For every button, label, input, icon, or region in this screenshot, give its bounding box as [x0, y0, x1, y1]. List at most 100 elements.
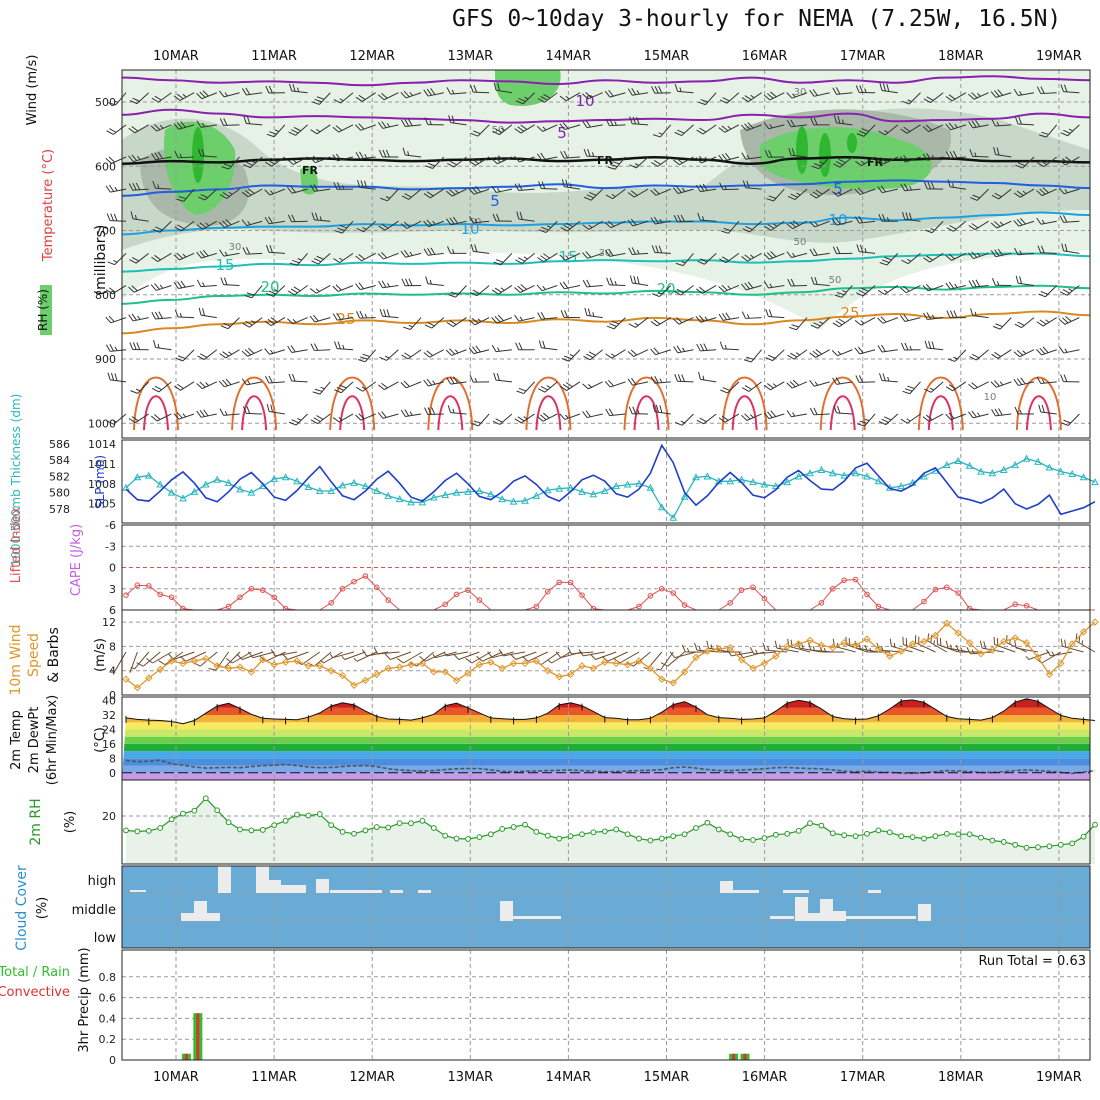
cloud-bar-21	[820, 899, 833, 921]
upper-wind-barb-36-3	[923, 181, 944, 190]
thickness-point-46	[646, 483, 655, 491]
upper-wind-barb-25-6	[673, 285, 694, 296]
wind-barb-10m-42	[578, 649, 605, 657]
upper-wind-barb-4-9	[196, 381, 218, 390]
thickness-point-81	[1045, 463, 1054, 471]
upper-wind-barb-23-2	[629, 156, 649, 169]
dewpoint-line	[125, 759, 1096, 775]
upper-wind-barb-11-10	[355, 413, 376, 421]
wind-speed-point-64	[851, 641, 860, 649]
upper-wind-barb-28-7	[741, 311, 762, 319]
date-label-top-6: 16MAR	[742, 49, 788, 64]
upper-wind-barb-20-7	[560, 310, 581, 319]
upper-wind-barb-23-10	[628, 406, 649, 415]
upper-wind-barb-21-7	[584, 307, 603, 319]
upper-wind-barb-25-5	[675, 253, 694, 267]
rh-2m-point-58	[784, 830, 791, 837]
rh-2m-point-68	[898, 833, 905, 840]
thickness-point-72	[942, 461, 951, 469]
upper-wind-barb-26-1	[696, 124, 717, 135]
rh-2m-point-78	[1012, 841, 1019, 848]
upper-wind-barb-5-5	[219, 249, 240, 257]
upper-wind-barb-32-3	[831, 188, 853, 197]
upper-wind-barb-42-0	[1060, 84, 1080, 94]
rh-2m-point-35	[522, 821, 528, 828]
rh-2m-point-31	[476, 834, 483, 841]
rh-2m-point-32	[487, 831, 494, 838]
upper-wind-barb-39-1	[991, 118, 1012, 127]
upper-wind-barb-5-10	[219, 408, 240, 416]
wind-speed-point-11	[247, 668, 256, 676]
upper-wind-barb-7-7	[264, 317, 286, 327]
wind-speed-point-38	[555, 673, 563, 681]
wind-speed-point-69	[908, 640, 917, 648]
thickness-tick-4: 586	[49, 438, 70, 451]
thickness-point-20	[350, 478, 358, 486]
rh-2m-point-18	[328, 822, 335, 829]
upper-wind-barb-8-9	[288, 373, 308, 383]
thickness-point-38	[555, 484, 564, 492]
rh-2m-point-62	[829, 830, 836, 837]
wind-barb-10m-36	[510, 651, 537, 660]
isotherm-35-lobe-5	[633, 395, 660, 431]
lifted-index-point-47	[659, 585, 665, 592]
page-title: GFS 0~10day 3-hourly for NEMA (7.25W, 16…	[452, 6, 1062, 32]
upper-wind-barb-9-3	[310, 184, 331, 192]
wind-barb-10m-32	[465, 651, 492, 664]
upper-wind-barb-37-9	[945, 381, 967, 392]
cloud-bar-7	[390, 890, 403, 893]
precip-conv-bar-3	[743, 1053, 747, 1060]
upper-wind-barb-38-9	[968, 381, 989, 390]
wind-barb-10m-74	[945, 640, 970, 653]
upper-wind-barb-23-5	[628, 247, 649, 255]
wind-barb-10m-51	[681, 644, 708, 653]
upper-wind-barb-5-9	[218, 378, 240, 388]
upper-wind-barb-36-2	[922, 153, 944, 161]
upper-wind-barb-5-4	[218, 219, 240, 228]
wind-speed-point-10	[236, 663, 244, 671]
wind-barb-10m-7	[179, 651, 207, 662]
rh-2m-point-80	[1035, 844, 1041, 851]
thickness-point-30	[464, 487, 472, 495]
upper-wind-barb-3-7	[174, 309, 195, 319]
isotherm-label-5: 5	[490, 192, 500, 210]
upper-wind-barb-9-6	[309, 285, 331, 294]
upper-wind-barb-24-9	[650, 375, 671, 384]
upper-wind-barb-28-2	[741, 152, 762, 160]
cloud-bar-1	[218, 866, 231, 893]
upper-wind-barb-32-9	[832, 377, 853, 385]
upper-wind-barb-20-2	[560, 150, 581, 159]
thickness-point-27	[429, 493, 438, 501]
rh-label-2: 50	[794, 237, 807, 248]
upper-wind-barb-33-6	[855, 285, 876, 297]
upper-wind-barb-25-1	[674, 124, 694, 137]
upper-wind-barb-35-6	[900, 285, 921, 294]
isotherm-label-1: 5	[557, 124, 567, 142]
li-tick-0: -6	[105, 519, 116, 532]
rh-2m-point-55	[750, 837, 756, 843]
wind-frame	[121, 609, 1091, 696]
upper-wind-barb-38-5	[967, 251, 989, 260]
upper-wind-barb-13-7	[403, 317, 422, 330]
upper-wind-barb-29-4	[764, 220, 785, 231]
wind-speed-point-78	[1011, 634, 1019, 642]
wind-speed-point-27	[430, 668, 438, 676]
temp-band-3	[122, 751, 1090, 759]
wind-speed-point-70	[920, 637, 928, 646]
thickness-tick-1: 580	[49, 487, 70, 500]
date-label-top-4: 14MAR	[546, 49, 592, 64]
wind-speed-point-30	[464, 669, 472, 677]
thickness-point-25	[407, 498, 415, 506]
upper-wind-barb-21-0	[582, 91, 603, 100]
upper-wind-barb-13-10	[400, 409, 422, 417]
isotherm-30-lobe-4	[525, 376, 572, 431]
li-tick-2: 0	[109, 562, 116, 575]
lifted-index-point-48	[670, 590, 677, 596]
upper-wind-barb-0-5	[107, 252, 127, 266]
lifted-index-point-20	[351, 578, 357, 585]
upper-wind-barb-20-8	[561, 349, 581, 362]
wind-speed-point-73	[954, 629, 962, 637]
upper-wind-barb-22-0	[604, 89, 626, 98]
upper-wind-barb-42-9	[1060, 374, 1080, 383]
rh-2m-point-67	[886, 829, 893, 836]
